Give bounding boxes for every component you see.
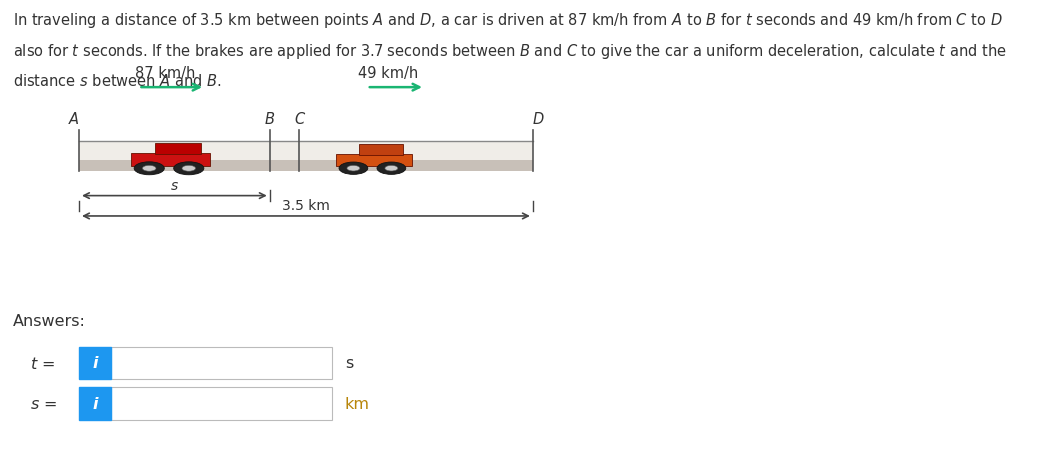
Circle shape — [385, 166, 398, 171]
Text: 49 km/h: 49 km/h — [358, 66, 418, 81]
Text: 87 km/h: 87 km/h — [135, 66, 195, 81]
Text: D: D — [533, 111, 543, 126]
Text: distance $s$ between $A$ and $B$.: distance $s$ between $A$ and $B$. — [13, 73, 222, 88]
Text: C: C — [294, 111, 304, 126]
FancyBboxPatch shape — [111, 387, 332, 420]
Text: also for $t$ seconds. If the brakes are applied for 3.7 seconds between $B$ and : also for $t$ seconds. If the brakes are … — [13, 42, 1006, 61]
Bar — [79, 161, 533, 171]
Bar — [155, 143, 200, 155]
Circle shape — [142, 166, 156, 172]
Text: $s$: $s$ — [170, 179, 179, 193]
Bar — [335, 154, 411, 167]
Text: i: i — [92, 396, 98, 411]
Text: km: km — [345, 396, 370, 411]
Circle shape — [134, 162, 165, 175]
Text: $t$ =: $t$ = — [30, 355, 55, 371]
Circle shape — [183, 166, 195, 172]
Text: In traveling a distance of 3.5 km between points $A$ and $D$, a car is driven at: In traveling a distance of 3.5 km betwee… — [13, 11, 1002, 30]
FancyBboxPatch shape — [79, 347, 111, 379]
Bar — [131, 154, 210, 167]
Text: $s$ =: $s$ = — [30, 396, 57, 411]
FancyBboxPatch shape — [111, 347, 332, 379]
Bar — [359, 145, 403, 155]
Circle shape — [377, 163, 406, 175]
Text: A: A — [69, 111, 79, 126]
Text: 3.5 km: 3.5 km — [282, 199, 330, 213]
Bar — [79, 142, 533, 161]
Text: i: i — [92, 355, 98, 371]
Circle shape — [174, 162, 204, 175]
Text: B: B — [265, 111, 274, 126]
Text: Answers:: Answers: — [13, 313, 85, 328]
Text: s: s — [345, 355, 353, 371]
FancyBboxPatch shape — [79, 387, 111, 420]
Circle shape — [339, 163, 368, 175]
Circle shape — [347, 166, 360, 171]
